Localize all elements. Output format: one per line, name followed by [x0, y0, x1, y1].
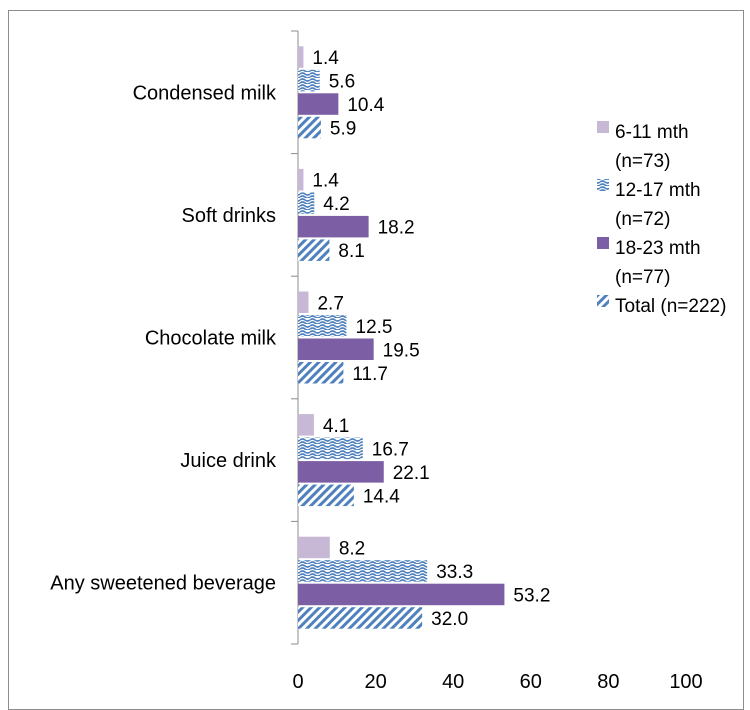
bar [298, 291, 309, 313]
data-label: 32.0 [431, 609, 468, 630]
legend: 6-11 mth (n=73) 12-17 mth (n=72) 18-23 mth (n… [597, 121, 726, 317]
data-label: 16.7 [372, 439, 409, 460]
bar [298, 192, 315, 214]
legend-label: 6-11 mth [615, 122, 689, 143]
labels: Condensed milk 1.4 5.610.4 5.9 Soft drinks 1.… [50, 48, 550, 630]
data-label: 4.1 [323, 416, 349, 437]
bar [298, 484, 354, 507]
bar [298, 461, 384, 483]
data-label: 5.9 [330, 119, 356, 140]
bar [298, 239, 330, 261]
data-label: 5.6 [329, 72, 355, 93]
bar [298, 607, 423, 629]
data-label: 33.3 [436, 562, 473, 583]
data-label: 11.7 [352, 364, 388, 385]
bar [298, 536, 330, 559]
legend-label: Total (n=222) [615, 296, 726, 317]
data-label: 10.4 [347, 95, 384, 116]
x-tick-label: 100 [669, 671, 702, 693]
bars [298, 46, 505, 629]
category-label: Soft drinks [182, 205, 276, 227]
x-tick-label: 80 [597, 671, 619, 693]
legend-label: 18-23 mth [615, 238, 701, 259]
bar-chart: 0 20 40 60 80 100 Condensed milk 1.4 5.610.4 5.9… [50, 30, 726, 693]
bar [298, 362, 344, 384]
legend-label: (n=72) [615, 209, 670, 230]
data-label: 53.2 [513, 585, 550, 606]
bar [298, 338, 374, 360]
category-label: Any sweetened beverage [50, 573, 276, 595]
data-label: 19.5 [383, 340, 420, 361]
legend-swatch [597, 179, 609, 191]
data-label: 14.4 [363, 486, 400, 507]
bar [298, 69, 320, 92]
x-tick-label: 20 [364, 671, 386, 693]
bar [298, 215, 369, 238]
legend-label: 12-17 mth [615, 180, 701, 201]
data-label: 8.2 [339, 538, 365, 559]
bar [298, 315, 347, 337]
bar [298, 93, 339, 115]
bar [298, 46, 304, 68]
data-label: 22.1 [393, 463, 430, 484]
legend-label: (n=73) [615, 151, 670, 172]
data-label: 18.2 [378, 218, 415, 239]
data-label: 1.4 [312, 48, 339, 69]
bar [298, 116, 321, 139]
bar [298, 560, 428, 582]
x-tick-label: 40 [442, 671, 464, 693]
bar [298, 583, 505, 606]
data-label: 2.7 [317, 293, 343, 314]
x-tick-label: 0 [292, 671, 303, 693]
bar [298, 414, 314, 436]
data-label: 1.4 [312, 171, 339, 192]
legend-swatch [597, 295, 609, 307]
category-label: Juice drink [180, 450, 277, 472]
category-label: Condensed milk [133, 82, 277, 104]
legend-swatch [597, 237, 609, 249]
data-label: 4.2 [323, 194, 349, 215]
data-label: 8.1 [338, 241, 364, 262]
bar [298, 168, 304, 191]
data-label: 12.5 [356, 317, 393, 338]
bar [298, 437, 363, 460]
category-label: Chocolate milk [145, 328, 277, 350]
x-tick-label: 60 [520, 671, 542, 693]
legend-label: (n=77) [615, 267, 670, 288]
legend-swatch [597, 121, 609, 133]
